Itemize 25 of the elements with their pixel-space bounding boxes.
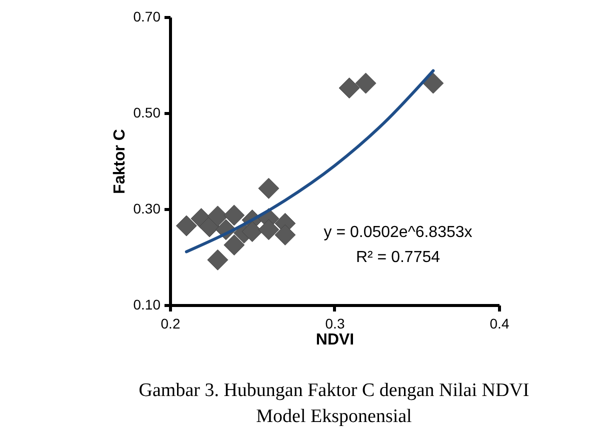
y-tick-label: 0.70	[133, 8, 161, 24]
x-tick-label: 0.2	[160, 316, 180, 332]
point	[355, 72, 376, 94]
annotation: y = 0.0502e^6.8353x	[324, 224, 472, 241]
point	[258, 219, 280, 240]
point	[274, 224, 296, 246]
point	[224, 234, 245, 256]
point	[242, 221, 263, 242]
y-tick-label: 0.50	[133, 104, 161, 120]
x-axis-title: NDVI	[316, 332, 354, 348]
point	[258, 178, 280, 199]
y-tick-label: 0.30	[133, 200, 161, 216]
annotation: R² = 0.7754	[356, 249, 440, 266]
point	[338, 78, 360, 99]
text: Gambar 3. Hubungan Faktor C dengan Nilai NDVI	[138, 380, 530, 401]
point	[176, 215, 197, 236]
point	[207, 206, 228, 227]
x-tick-label: 0.3	[325, 316, 345, 332]
text: Model Eksponensial	[256, 406, 412, 427]
y-axis-title: Faktor C	[111, 128, 128, 194]
point	[224, 204, 245, 226]
point	[207, 249, 228, 270]
y-tick-label: 0.10	[133, 296, 161, 312]
x-tick-label: 0.4	[490, 316, 510, 332]
point	[422, 72, 444, 94]
